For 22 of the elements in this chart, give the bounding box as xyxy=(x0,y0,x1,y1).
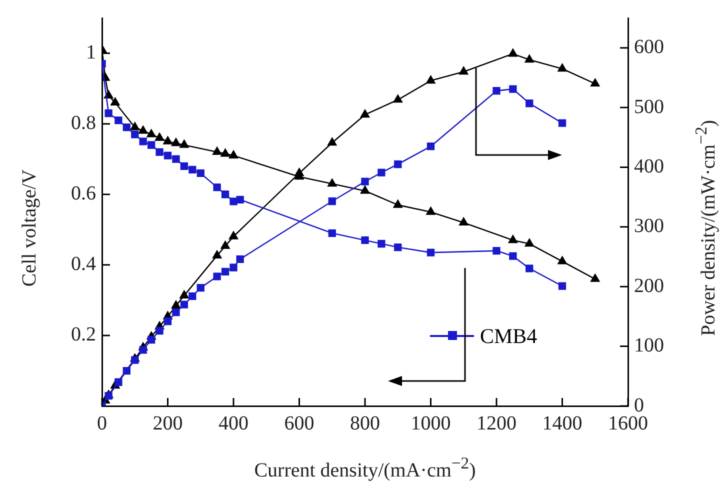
y-tick-label: 0.6 xyxy=(71,182,96,205)
y2-tick-label: 400 xyxy=(634,155,664,178)
y2-tick-label: 300 xyxy=(634,215,664,238)
y2-tick-label: 100 xyxy=(634,334,664,357)
y-tick-label: 0.4 xyxy=(71,253,96,276)
y2-tick-label: 600 xyxy=(634,36,664,58)
y-tick-label: 1 xyxy=(86,42,96,64)
x-tick-label: 1400 xyxy=(542,412,582,434)
y2-tick-label: 500 xyxy=(634,96,664,118)
x-tick-label: 400 xyxy=(218,412,248,434)
x-tick-label: 200 xyxy=(152,412,183,434)
y2-tick-label: 200 xyxy=(634,274,664,297)
x-tick-label: 0 xyxy=(97,412,107,434)
y-axis-title: Cell voltage/V xyxy=(18,169,42,287)
x-tick-label: 1200 xyxy=(476,412,516,434)
y-tick-label: 0.8 xyxy=(71,112,96,134)
x-tick-label: 800 xyxy=(350,412,380,434)
x-tick-label: 1000 xyxy=(410,412,451,434)
x-axis-title: Current density/(mA·cm$^{−2}$) xyxy=(254,454,476,482)
y-tick-label: 0.2 xyxy=(71,324,96,346)
legend-label: CMB4 xyxy=(480,324,538,348)
x-tick-label: 600 xyxy=(284,412,314,434)
